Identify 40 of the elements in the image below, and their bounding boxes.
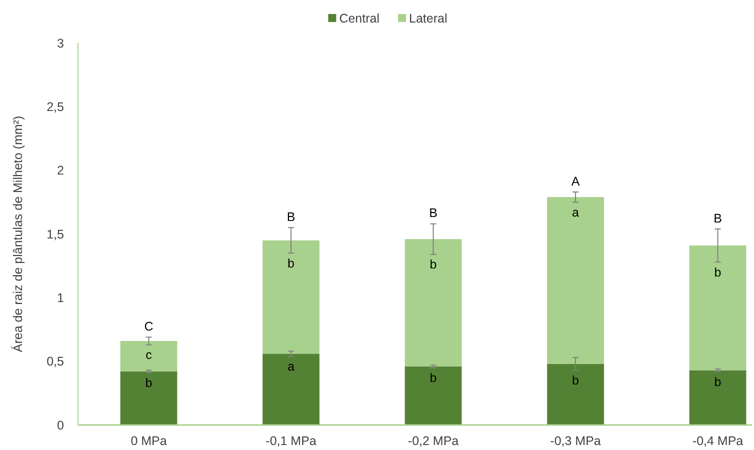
y-tick-label: 1 (57, 291, 64, 306)
annotation: a (572, 206, 580, 220)
bar (404, 239, 462, 366)
legend-label: Central (339, 12, 380, 26)
annotation: b (714, 265, 722, 280)
y-tick-label: 2,5 (46, 100, 64, 114)
x-tick-label: -0,4 MPa (692, 434, 744, 448)
annotation: b (714, 374, 722, 389)
bar (120, 340, 178, 372)
y-tick-label: 0 (57, 418, 64, 432)
annotation: a (288, 360, 295, 374)
y-tick-label: 3 (57, 36, 64, 50)
bar (404, 366, 462, 425)
y-tick-label: 1,5 (46, 227, 64, 242)
bar (689, 370, 746, 425)
annotation: C (144, 320, 154, 334)
annotation: b (145, 376, 152, 390)
annotation: b (288, 256, 295, 270)
x-tick-label: -0,2 MPa (408, 434, 459, 448)
x-tick-label: -0,3 MPa (550, 434, 601, 448)
bar (689, 245, 746, 370)
y-tick-label: 2 (57, 164, 64, 178)
bar (120, 372, 178, 425)
bar (547, 364, 604, 425)
annotation: b (430, 371, 437, 386)
annotation: A (571, 174, 580, 188)
annotation: c (146, 348, 152, 362)
annotation: b (430, 258, 437, 272)
annotation: B (429, 206, 438, 220)
annotation: B (286, 210, 296, 224)
x-tick-label: 0 MPa (130, 434, 167, 448)
legend-label: Lateral (409, 12, 448, 26)
bar (262, 240, 320, 354)
annotation: B (714, 211, 722, 226)
x-tick-label: -0,1 MPa (266, 434, 316, 448)
bar (262, 354, 320, 425)
y-tick-label: 0,5 (46, 354, 64, 369)
y-axis-title: Área de raiz de plântulas de Milheto (mm²) (11, 116, 25, 352)
annotation: b (572, 374, 580, 388)
bar (547, 197, 604, 364)
